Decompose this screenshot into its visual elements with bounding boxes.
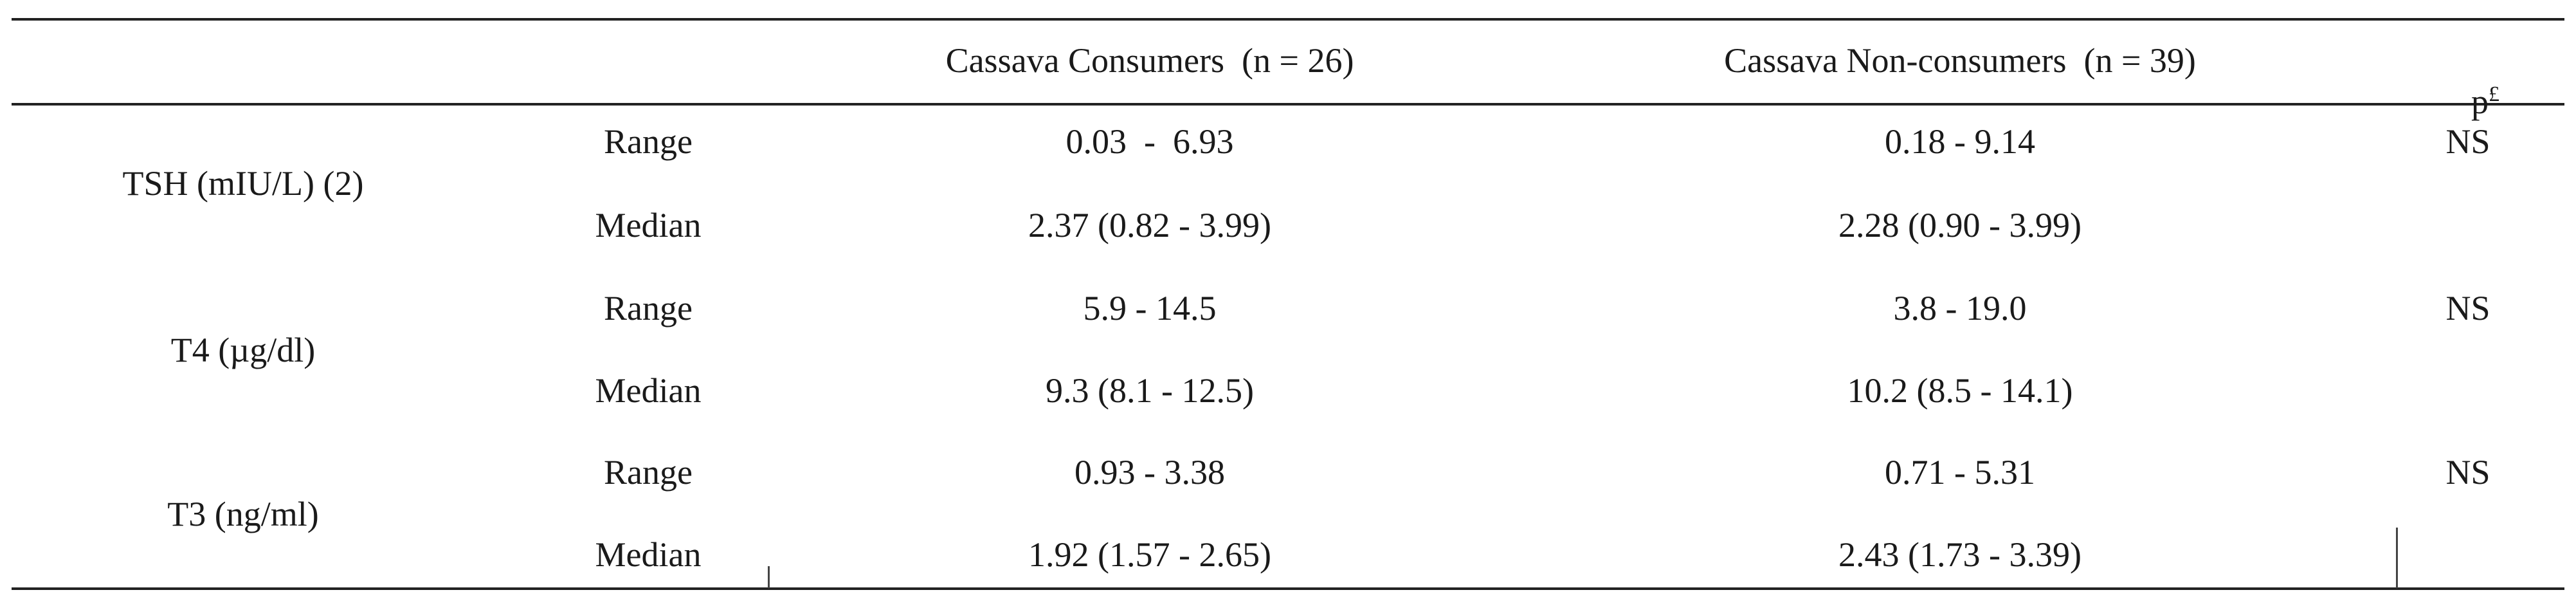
header-p-superscript: £ — [2489, 82, 2499, 106]
bottom-rule — [12, 587, 2564, 590]
non-consumers-value: 2.28 (0.90 - 3.99) — [1838, 206, 2082, 244]
group-label-tsh: TSH (mIU/L) (2) — [122, 164, 364, 203]
non-consumers-value: 10.2 (8.5 - 14.1) — [1847, 371, 2073, 410]
consumers-value: 0.93 - 3.38 — [1075, 453, 1225, 492]
column-separator — [2396, 528, 2398, 588]
consumers-value: 5.9 - 14.5 — [1083, 289, 1217, 327]
consumers-value: 0.03 - 6.93 — [1066, 122, 1234, 161]
consumers-value: 9.3 (8.1 - 12.5) — [1046, 371, 1254, 410]
stat-label: Median — [595, 535, 702, 574]
stat-label: Range — [604, 453, 693, 492]
header-non-consumers: Cassava Non-consumers (n = 39) — [1724, 41, 2196, 80]
stat-label: Median — [595, 371, 702, 410]
header-p-label: p — [2471, 82, 2489, 121]
header-rule — [12, 103, 2564, 106]
header-p-value: p£ — [2404, 40, 2532, 163]
group-label-t4: T4 (µg/dl) — [170, 331, 316, 369]
non-consumers-value: 3.8 - 19.0 — [1893, 289, 2027, 327]
group-label-t3: T3 (ng/ml) — [167, 495, 319, 533]
non-consumers-value: 0.18 - 9.14 — [1885, 122, 2035, 161]
non-consumers-value: 2.43 (1.73 - 3.39) — [1838, 535, 2082, 574]
results-table: Cassava Consumers (n = 26) Cassava Non-c… — [12, 0, 2564, 608]
non-consumers-value: 0.71 - 5.31 — [1885, 453, 2035, 492]
column-separator — [768, 566, 770, 588]
consumers-value: 1.92 (1.57 - 2.65) — [1028, 535, 1271, 574]
p-value: NS — [2445, 289, 2490, 327]
top-rule — [12, 18, 2564, 21]
stat-label: Median — [595, 206, 702, 244]
p-value: NS — [2445, 122, 2490, 161]
p-value: NS — [2445, 453, 2490, 492]
consumers-value: 2.37 (0.82 - 3.99) — [1028, 206, 1271, 244]
stat-label: Range — [604, 122, 693, 161]
stat-label: Range — [604, 289, 693, 327]
header-consumers: Cassava Consumers (n = 26) — [945, 41, 1354, 80]
